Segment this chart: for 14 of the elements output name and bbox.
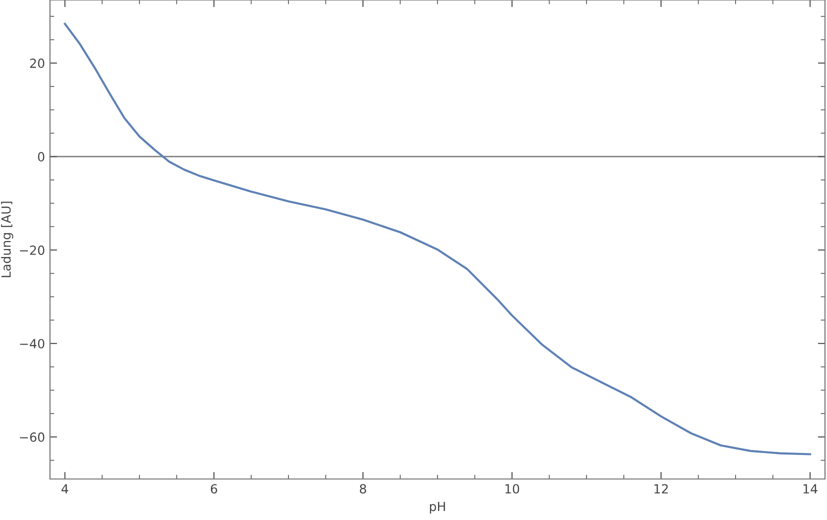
y-tick-label: −20 bbox=[20, 245, 44, 255]
y-tick-label: 0 bbox=[38, 152, 44, 162]
x-tick-label: 10 bbox=[505, 484, 520, 494]
x-tick-label: 12 bbox=[654, 484, 668, 494]
x-tick-label: 6 bbox=[210, 484, 218, 494]
y-tick-label: −60 bbox=[20, 432, 44, 442]
y-tick-label: 20 bbox=[30, 58, 44, 68]
line-series bbox=[64, 22, 812, 456]
y-axis-title: Ladung [AU] bbox=[1, 202, 14, 278]
x-tick-label: 4 bbox=[62, 484, 68, 494]
x-tick-label: 14 bbox=[804, 484, 818, 494]
y-tick-label: −40 bbox=[20, 338, 44, 348]
x-tick-label: 8 bbox=[360, 484, 366, 494]
x-axis-title: pH bbox=[430, 502, 445, 514]
